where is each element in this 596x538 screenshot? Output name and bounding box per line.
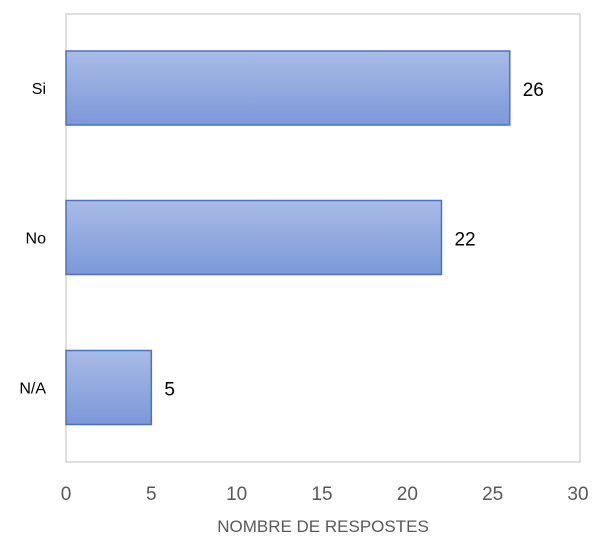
x-tick-label: 15 (311, 484, 332, 505)
x-tick-label: 0 (61, 484, 72, 505)
x-axis-title: NOMBRE DE RESPOSTES (217, 517, 429, 536)
bars-group (65, 50, 511, 426)
category-label: No (26, 231, 47, 248)
x-tick-label: 5 (146, 484, 157, 505)
x-tick-label: 30 (567, 484, 588, 505)
x-tick-label: 10 (226, 484, 247, 505)
bar-n-a (65, 349, 153, 426)
category-label: Si (32, 81, 46, 98)
x-tick-label: 25 (482, 484, 503, 505)
labels-group: Si 26 No 22 N/A 5 (19, 80, 544, 401)
data-label: 26 (523, 80, 544, 101)
data-label: 5 (164, 380, 175, 401)
category-label: N/A (19, 381, 46, 398)
bar-no (65, 199, 443, 276)
x-axis-group: NOMBRE DE RESPOSTES 0 5 10 15 20 25 30 (61, 484, 589, 536)
x-tick-label: 20 (397, 484, 418, 505)
bar-si (65, 50, 511, 126)
data-label: 22 (454, 230, 475, 251)
